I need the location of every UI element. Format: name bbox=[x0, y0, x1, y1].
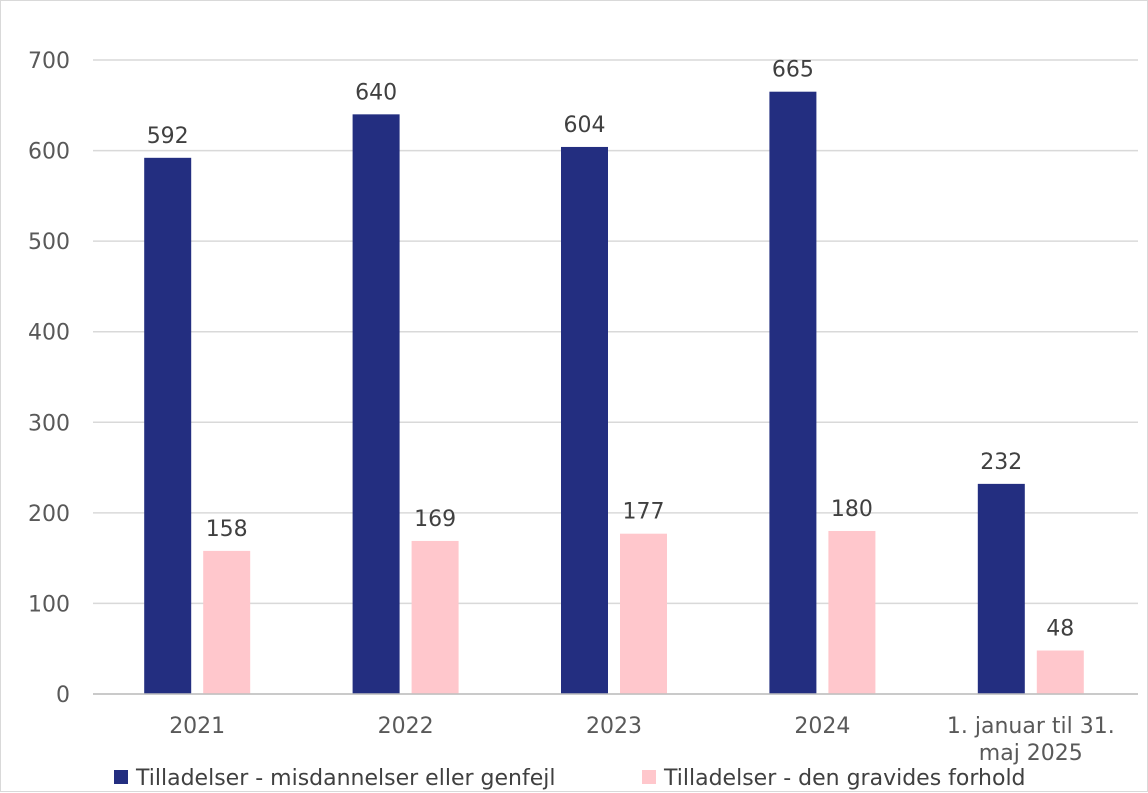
y-tick-label: 400 bbox=[28, 321, 70, 346]
y-tick-label: 200 bbox=[28, 502, 70, 527]
legend-label-series-1: Tilladelser - misdannelser eller genfejl bbox=[135, 766, 555, 791]
x-tick-label: 1. januar til 31. bbox=[947, 714, 1115, 739]
x-tick-label: 2021 bbox=[169, 714, 225, 739]
bar-series-1 bbox=[977, 483, 1025, 694]
legend-label-series-2: Tilladelser - den gravides forhold bbox=[663, 766, 1026, 791]
data-label: 604 bbox=[564, 113, 606, 138]
bar-series-2 bbox=[828, 530, 876, 694]
y-axis: 0 100 200 300 400 500 600 700 bbox=[28, 49, 70, 708]
data-label: 48 bbox=[1046, 617, 1074, 642]
gridlines bbox=[93, 59, 1138, 695]
data-label: 592 bbox=[147, 124, 189, 149]
x-tick-label: maj 2025 bbox=[979, 741, 1083, 766]
y-tick-label: 100 bbox=[28, 592, 70, 617]
y-tick-label: 300 bbox=[28, 411, 70, 436]
x-tick-label: 2023 bbox=[586, 714, 642, 739]
data-label: 640 bbox=[355, 80, 397, 105]
y-tick-label: 700 bbox=[28, 49, 70, 74]
bar-series-2 bbox=[1036, 650, 1084, 694]
data-labels: 592 640 604 665 232 158 169 177 180 48 bbox=[147, 58, 1075, 642]
x-axis: 2021 2022 2023 2024 1. januar til 31.maj 202… bbox=[93, 693, 1138, 766]
legend: Tilladelser - misdannelser eller genfejl… bbox=[114, 766, 1026, 791]
bar-series-1 bbox=[144, 157, 192, 694]
data-label: 158 bbox=[206, 517, 248, 542]
y-tick-label: 600 bbox=[28, 140, 70, 165]
y-tick-label: 0 bbox=[56, 683, 70, 708]
bar-series-1 bbox=[769, 91, 817, 694]
bars bbox=[144, 91, 1084, 695]
x-tick-label: 2024 bbox=[794, 714, 850, 739]
bar-series-2 bbox=[620, 533, 667, 694]
legend-swatch-series-2 bbox=[642, 770, 656, 784]
x-tick-label: 2022 bbox=[378, 714, 434, 739]
data-label: 665 bbox=[772, 58, 814, 83]
data-label: 177 bbox=[623, 500, 665, 525]
y-tick-label: 500 bbox=[28, 230, 70, 255]
legend-swatch-series-1 bbox=[114, 770, 128, 784]
data-label: 169 bbox=[414, 507, 456, 532]
data-label: 232 bbox=[980, 450, 1022, 475]
bar-series-1 bbox=[561, 146, 608, 694]
bar-series-2 bbox=[203, 550, 251, 694]
bar-series-1 bbox=[352, 114, 400, 695]
bar-series-2 bbox=[411, 540, 459, 694]
data-label: 180 bbox=[831, 497, 873, 522]
